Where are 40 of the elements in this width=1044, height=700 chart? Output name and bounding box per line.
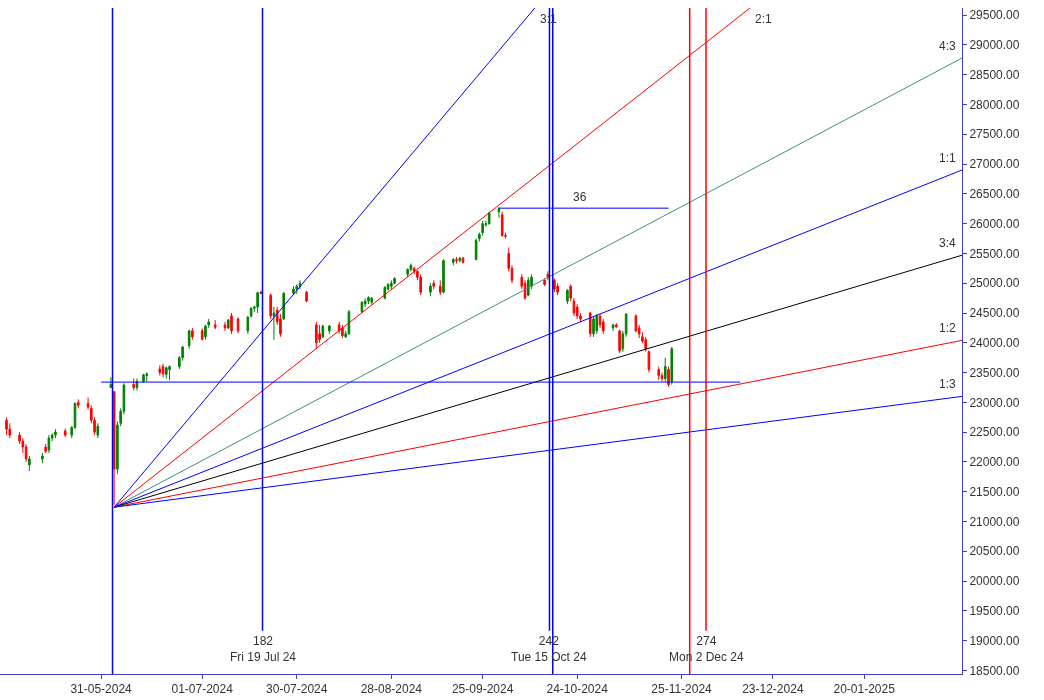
y-tick-label: 22500.00 [969, 425, 1020, 440]
x-tick-label: 01-07-2024 [171, 682, 234, 697]
series-label: 1:2 [939, 321, 957, 335]
series-label: 3:4 [939, 236, 957, 250]
y-tick-label: 27500.00 [969, 127, 1020, 142]
y-tick-label: 29500.00 [969, 8, 1020, 23]
y-tick-label: 29000.00 [969, 38, 1020, 53]
x-tick-label: 23-12-2024 [742, 682, 804, 697]
x-tick-label: 30-07-2024 [266, 682, 328, 697]
y-tick-label: 25500.00 [969, 246, 1020, 261]
x-tick-label: 31-05-2024 [70, 682, 133, 697]
series-label: 1:1 [939, 151, 957, 165]
y-tick-label: 24000.00 [969, 335, 1020, 350]
x-tick-label: 28-08-2024 [360, 682, 423, 697]
y-tick-label: 27000.00 [969, 157, 1020, 172]
y-tick-label: 25000.00 [969, 276, 1020, 291]
y-tick-label: 23500.00 [969, 365, 1020, 380]
y-tick-label: 20000.00 [969, 574, 1020, 589]
y-tick-label: 19500.00 [969, 604, 1020, 619]
series-label: 4:3 [939, 39, 957, 53]
y-tick-label: 21500.00 [969, 484, 1020, 499]
series-label: 2:1 [755, 12, 773, 26]
y-tick-label: 19000.00 [969, 633, 1020, 648]
y-tick-label: 18500.00 [969, 663, 1020, 678]
x-tick-label: 20-01-2025 [833, 682, 896, 697]
y-tick-label: 26500.00 [969, 187, 1020, 202]
y-tick-label: 23000.00 [969, 395, 1020, 410]
y-tick-label: 24500.00 [969, 306, 1020, 321]
annotation: 36 [573, 190, 587, 204]
x-tick-label: 25-11-2024 [651, 682, 713, 697]
y-tick-label: 28500.00 [969, 67, 1020, 82]
y-tick-label: 28000.00 [969, 97, 1020, 112]
x-tick-label: 25-09-2024 [451, 682, 514, 697]
ref-line-label: 182 Fri 19 Jul 24 [230, 634, 297, 664]
y-tick-label: 26000.00 [969, 216, 1020, 231]
y-tick-label: 22000.00 [969, 455, 1020, 470]
y-tick-label: 20500.00 [969, 544, 1020, 559]
series-label: 1:3 [939, 377, 957, 391]
x-tick-label: 24-10-2024 [546, 682, 609, 697]
y-tick-label: 21000.00 [969, 514, 1020, 529]
